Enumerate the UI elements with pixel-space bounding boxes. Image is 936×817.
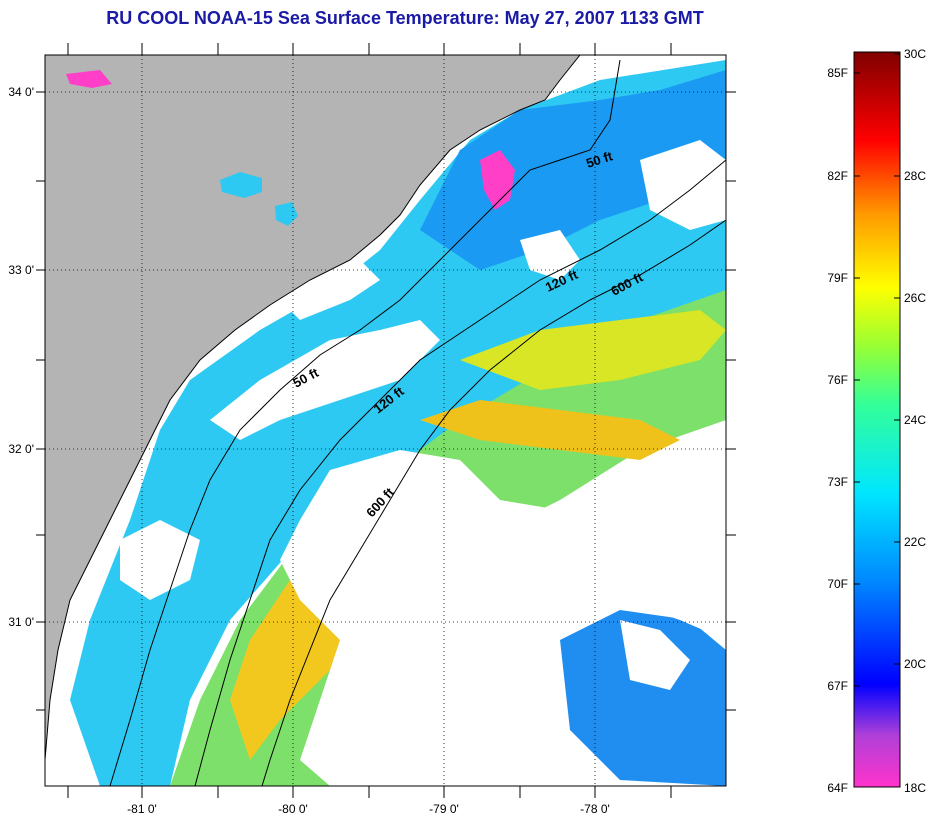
inland-lake-1 [220, 172, 262, 198]
fahrenheit-label: 73F [827, 475, 848, 489]
cloud-4 [120, 520, 200, 600]
lat-label: 31 0' [8, 615, 34, 629]
fahrenheit-label: 85F [827, 66, 848, 80]
inland-lake-2 [275, 202, 298, 226]
celsius-label: 18C [904, 781, 926, 795]
cloud-2 [280, 260, 380, 320]
isobath-50ft [109, 59, 621, 786]
celsius-label: 24C [904, 413, 926, 427]
land [45, 55, 580, 760]
celsius-label: 20C [904, 657, 926, 671]
tick-marks [36, 43, 736, 798]
celsius-label: 22C [904, 535, 926, 549]
cloud-3 [280, 450, 726, 786]
lat-label: 32 0' [8, 442, 34, 456]
coastline [45, 55, 581, 761]
isobath-120ft [194, 159, 726, 786]
cool-patch-se [560, 610, 726, 786]
lon-label: -78 0' [580, 802, 610, 816]
fahrenheit-label: 64F [827, 781, 848, 795]
cloud-1 [210, 320, 440, 440]
fahrenheit-label: 76F [827, 373, 848, 387]
lat-label: 34 0' [8, 85, 34, 99]
fahrenheit-label: 82F [827, 169, 848, 183]
inland-lake-3 [66, 70, 112, 88]
cloud-7 [620, 620, 690, 690]
celsius-label: 28C [904, 169, 926, 183]
warm-patch-2 [420, 400, 680, 460]
plot-frame [44, 54, 727, 787]
fahrenheit-label: 79F [827, 271, 848, 285]
lon-label: -80 0' [278, 802, 308, 816]
magenta-patch [480, 150, 515, 210]
lon-label: -79 0' [429, 802, 459, 816]
lon-label: -81 0' [127, 802, 157, 816]
graticule [45, 55, 726, 786]
cloud-6 [640, 140, 726, 230]
isobath-600ft [261, 219, 726, 786]
celsius-label: 30C [904, 47, 926, 61]
fahrenheit-label: 67F [827, 679, 848, 693]
celsius-label: 26C [904, 291, 926, 305]
warm-patch-3 [460, 310, 726, 390]
cool-patch-ne [420, 70, 726, 270]
colorbar-gradient [853, 51, 901, 788]
lat-label: 33 0' [8, 263, 34, 277]
fahrenheit-label: 70F [827, 577, 848, 591]
map-title: RU COOL NOAA-15 Sea Surface Temperature:… [106, 8, 704, 28]
